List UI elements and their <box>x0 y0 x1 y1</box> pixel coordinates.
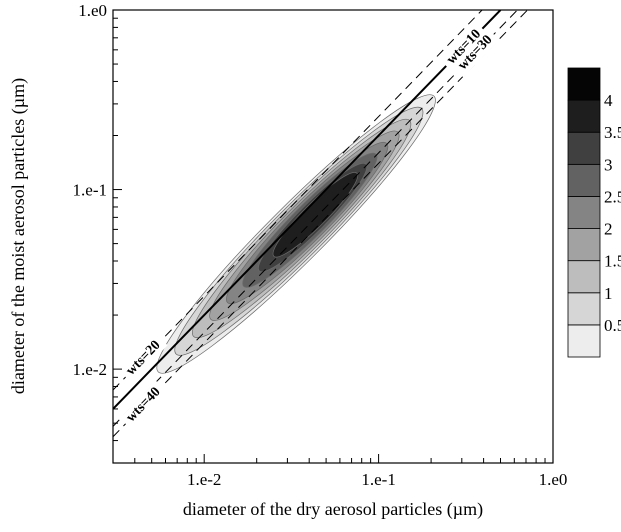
colorbar-band <box>567 324 601 358</box>
colorbar-label: 0.5 <box>604 316 621 335</box>
colorbar-label: 3.5 <box>604 123 621 142</box>
reference-line-wts-10 <box>113 10 502 410</box>
reference-line-wts-20 <box>113 10 483 391</box>
colorbar: 0.5 1 1.5 2 2.5 3 3.5 4 <box>567 67 621 358</box>
label-background <box>451 28 500 78</box>
colorbar-label: 1 <box>604 284 613 303</box>
colorbar-label: 1.5 <box>604 252 621 271</box>
colorbar-band <box>567 163 601 197</box>
colorbar-band <box>567 228 601 262</box>
colorbar-band <box>567 67 601 101</box>
x-axis-title: diameter of the dry aerosol particles (µ… <box>183 499 483 520</box>
y-axis: 1.e-2 1.e-1 1.e0 <box>73 1 122 464</box>
x-tick-label: 1.e0 <box>539 470 568 489</box>
colorbar-band <box>567 99 601 133</box>
colorbar-label: 4 <box>604 91 613 110</box>
colorbar-band <box>567 196 601 229</box>
label-background <box>119 380 168 430</box>
y-axis-title: diameter of the moist aerosol particles … <box>8 78 29 394</box>
colorbar-label: 2 <box>604 220 613 239</box>
colorbar-label: 3 <box>604 155 613 174</box>
colorbar-band <box>567 131 601 165</box>
x-tick-label: 1.e-1 <box>361 470 395 489</box>
y-tick-label: 1.e0 <box>78 1 107 20</box>
y-tick-label: 1.e-2 <box>73 360 107 379</box>
reference-line-wts-40 <box>113 10 528 438</box>
colorbar-band <box>567 292 601 326</box>
contour-level-4 <box>272 172 359 258</box>
y-tick-label: 1.e-1 <box>73 181 107 200</box>
reference-line-label: wts=20 <box>123 338 163 379</box>
density-contours <box>156 94 436 374</box>
label-background <box>119 334 168 383</box>
reference-line-wts-30 <box>113 10 518 427</box>
plot-area <box>113 10 528 438</box>
reference-lines <box>113 10 528 438</box>
colorbar-band <box>567 260 601 294</box>
x-tick-label: 1.e-2 <box>187 470 221 489</box>
plot-frame <box>112 9 554 464</box>
x-axis: 1.e-2 1.e-1 1.e0 <box>112 454 568 489</box>
label-background <box>440 23 489 72</box>
colorbar-label: 2.5 <box>604 187 621 206</box>
